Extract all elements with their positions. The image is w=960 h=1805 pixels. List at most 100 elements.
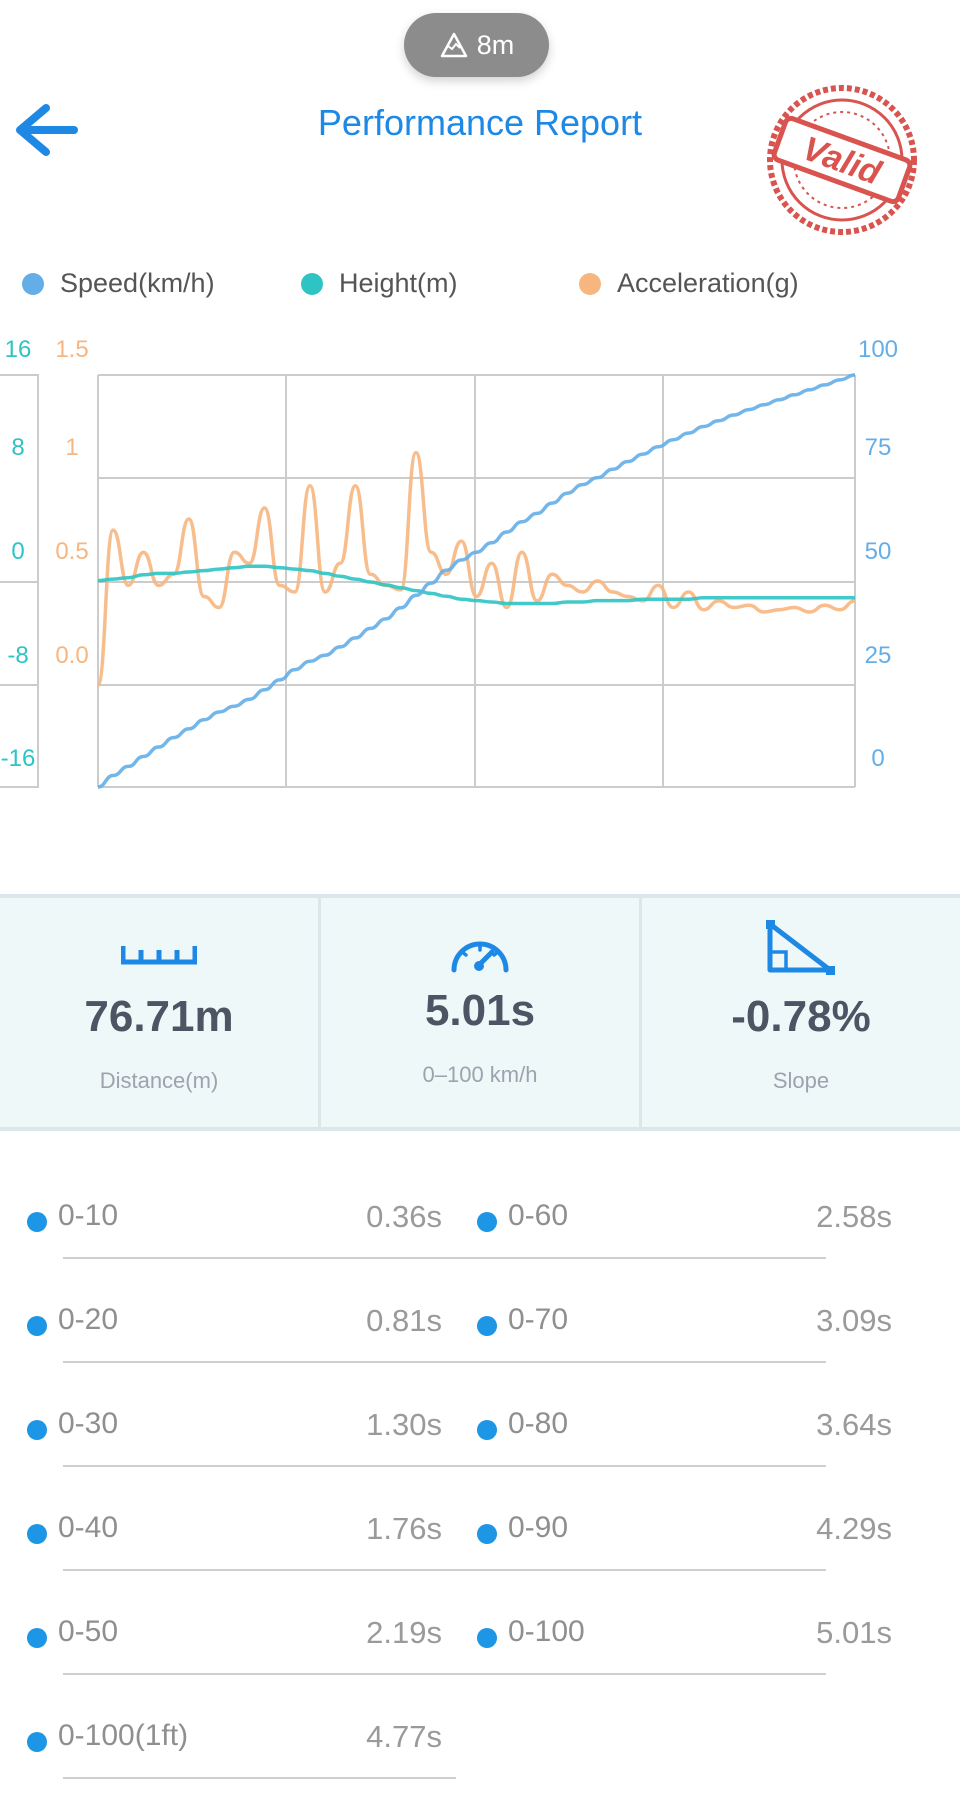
slope-value: -0.78% — [731, 992, 871, 1041]
tick-label-left-outer: -8 — [7, 642, 28, 669]
split-name: 0-90 — [508, 1511, 569, 1544]
row-divider — [63, 1361, 826, 1363]
legend-speed[interactable]: Speed(km/h) — [22, 268, 215, 299]
back-button[interactable] — [10, 100, 80, 160]
chart-canvas: 100 75 50 25 0 1.5 1 0.5 0.0 16 8 0 -8 -16 — [0, 336, 898, 789]
row-divider — [63, 1465, 826, 1467]
split-name: 0-30 — [58, 1407, 119, 1440]
split-bullet — [27, 1628, 47, 1648]
split-bullet — [27, 1212, 47, 1232]
row-divider — [63, 1777, 456, 1779]
page-title: Performance Report — [317, 102, 643, 143]
split-time: 4.29s — [816, 1511, 892, 1546]
split-time: 0.36s — [366, 1199, 442, 1234]
ruler-icon — [121, 946, 197, 965]
split-row: 0-100(1ft) 4.77s — [0, 1675, 960, 1779]
split-item: 0-60 2.58s — [450, 1155, 892, 1259]
split-row: 0-30 1.30s 0-80 3.64s — [0, 1363, 960, 1467]
tick-label-left-outer: 16 — [5, 336, 32, 363]
tick-label-left-inner: 0.0 — [55, 642, 88, 669]
split-time: 4.77s — [366, 1719, 442, 1754]
split-row: 0-50 2.19s 0-100 5.01s — [0, 1571, 960, 1675]
legend-speed-dot — [22, 272, 44, 295]
split-item: 0-10 0.36s — [0, 1155, 442, 1259]
split-time: 0.81s — [366, 1303, 442, 1338]
slope-label: Slope — [772, 1068, 830, 1093]
split-name: 0-10 — [58, 1199, 119, 1232]
acceleration-time-value: 5.01s — [424, 986, 536, 1035]
series-line-right — [97, 373, 856, 789]
altitude-badge: 8m — [404, 13, 549, 77]
split-name: 0-100 — [508, 1615, 585, 1648]
legend-height-dot — [301, 272, 323, 295]
split-bullet — [477, 1628, 497, 1648]
split-name: 0-40 — [58, 1511, 119, 1544]
tick-label-right: 25 — [865, 642, 892, 669]
summary-slope: -0.78% Slope — [639, 898, 960, 1127]
split-bullet — [27, 1420, 47, 1440]
split-bullet — [477, 1316, 497, 1336]
summary-acceleration-time: 5.01s 0–100 km/h — [318, 898, 639, 1127]
legend-height[interactable]: Height(m) — [301, 268, 458, 299]
split-item: 0-100 5.01s — [450, 1571, 892, 1675]
row-divider — [63, 1257, 826, 1259]
split-time: 3.64s — [816, 1407, 892, 1442]
distance-label: Distance(m) — [99, 1068, 219, 1093]
split-time: 1.30s — [366, 1407, 442, 1442]
legend-height-label: Height(m) — [339, 268, 458, 298]
tick-label-left-outer: 8 — [11, 434, 24, 461]
tick-label-left-inner: 0.5 — [55, 538, 88, 565]
tick-label-right: 100 — [858, 336, 898, 363]
altitude-value: 8m — [476, 29, 515, 60]
split-item: 0-100(1ft) 4.77s — [0, 1675, 442, 1779]
series-line-left-outer — [97, 564, 855, 606]
split-name: 0-60 — [508, 1199, 569, 1232]
split-name: 0-50 — [58, 1615, 119, 1648]
tick-label-left-inner: 1.5 — [55, 336, 88, 363]
split-time: 5.01s — [816, 1615, 892, 1650]
valid-stamp: Valid — [762, 80, 922, 240]
performance-chart[interactable]: 100 75 50 25 0 1.5 1 0.5 0.0 16 8 0 -8 -16 — [0, 330, 960, 800]
row-divider — [63, 1673, 826, 1675]
split-name: 0-80 — [508, 1407, 569, 1440]
split-name: 0-100(1ft) — [58, 1719, 189, 1752]
legend-acceleration-dot — [579, 272, 601, 295]
split-time: 1.76s — [366, 1511, 442, 1546]
tick-label-left-outer: -16 — [1, 745, 36, 772]
split-row: 0-20 0.81s 0-70 3.09s — [0, 1259, 960, 1363]
acceleration-time-label: 0–100 km/h — [422, 1062, 538, 1087]
distance-value: 76.71m — [84, 992, 234, 1041]
row-divider — [63, 1569, 826, 1571]
split-name: 0-20 — [58, 1303, 119, 1336]
back-arrow-icon — [16, 104, 78, 156]
split-bullet — [27, 1524, 47, 1544]
split-bullet — [477, 1524, 497, 1544]
summary-distance: 76.71m Distance(m) — [0, 898, 318, 1127]
split-name: 0-70 — [508, 1303, 569, 1336]
split-row: 0-40 1.76s 0-90 4.29s — [0, 1467, 960, 1571]
slope-icon — [766, 920, 835, 975]
chart-legend: Speed(km/h) Height(m) Acceleration(g) — [0, 268, 960, 304]
speedometer-icon — [451, 941, 509, 973]
mountain-icon — [440, 32, 467, 58]
split-item: 0-40 1.76s — [0, 1467, 442, 1571]
split-item: 0-90 4.29s — [450, 1467, 892, 1571]
split-item: 0-30 1.30s — [0, 1363, 442, 1467]
split-time: 2.58s — [816, 1199, 892, 1234]
split-item: 0-50 2.19s — [0, 1571, 442, 1675]
summary-panel: 76.71m Distance(m) 5.01s 0–100 km/h -0.7… — [0, 894, 960, 1131]
split-time: 2.19s — [366, 1615, 442, 1650]
split-bullet — [477, 1212, 497, 1232]
legend-speed-label: Speed(km/h) — [60, 268, 215, 298]
split-bullet — [27, 1732, 47, 1752]
split-time: 3.09s — [816, 1303, 892, 1338]
split-item: 0-80 3.64s — [450, 1363, 892, 1467]
split-bullet — [27, 1316, 47, 1336]
split-item: 0-20 0.81s — [0, 1259, 442, 1363]
tick-label-left-outer: 0 — [11, 538, 24, 565]
legend-acceleration[interactable]: Acceleration(g) — [579, 268, 799, 299]
split-item: 0-70 3.09s — [450, 1259, 892, 1363]
tick-label-left-inner: 1 — [65, 434, 78, 461]
legend-acceleration-label: Acceleration(g) — [617, 268, 799, 298]
tick-label-right: 50 — [865, 538, 892, 565]
